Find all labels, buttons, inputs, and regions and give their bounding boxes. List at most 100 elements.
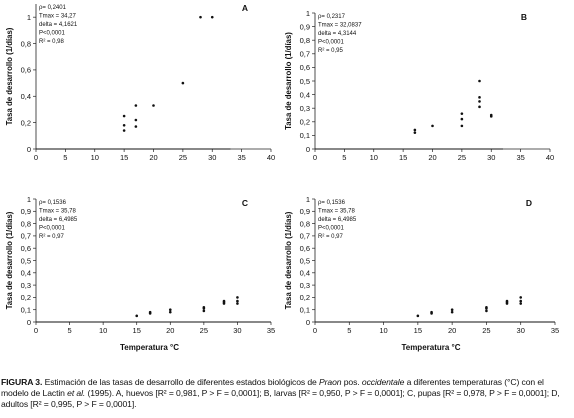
data-point bbox=[430, 310, 433, 314]
x-tick-label: 30 bbox=[517, 326, 525, 335]
y-axis-title: Tasa de desarrollo (1/días) bbox=[5, 27, 14, 125]
y-tick-label: 0,4 bbox=[21, 269, 31, 278]
panel-letter: D bbox=[526, 198, 532, 208]
y-axis-title: Tasa de desarrollo (1/días) bbox=[284, 32, 293, 130]
caption-label: FIGURA 3. bbox=[1, 377, 43, 387]
x-tick-label: 30 bbox=[233, 326, 241, 335]
data-point bbox=[519, 302, 523, 305]
caption-species-2: occidentale bbox=[361, 377, 405, 387]
data-point bbox=[460, 112, 464, 115]
param-text: Tmax = 34,27 bbox=[39, 14, 77, 20]
x-tick-label: 35 bbox=[237, 153, 245, 162]
x-tick-label: 25 bbox=[458, 153, 466, 162]
param-text: delta = 6,4985 bbox=[318, 217, 357, 223]
data-point bbox=[199, 15, 202, 19]
y-tick-label: 1 bbox=[306, 9, 310, 18]
y-tick-label: 0,8 bbox=[300, 219, 310, 228]
param-text: R² = 0,98 bbox=[39, 39, 65, 45]
param-text: delta = 6,4985 bbox=[39, 217, 78, 223]
caption-etal: et al. bbox=[67, 388, 86, 398]
x-tick-label: 35 bbox=[551, 326, 559, 335]
data-point bbox=[134, 118, 138, 122]
x-tick-label: 0 bbox=[313, 326, 317, 335]
data-point bbox=[460, 117, 464, 121]
panel-c: 00,10,20,30,40,50,60,70,80,910 5 10 15 20 25 3… bbox=[5, 195, 275, 352]
data-point bbox=[236, 299, 239, 303]
y-tick-label: 0,2 bbox=[300, 293, 310, 302]
y-tick-label: 0,2 bbox=[21, 293, 31, 302]
y-tick-label: 0,4 bbox=[300, 269, 310, 278]
data-point bbox=[236, 296, 239, 299]
y-tick-label: 0,9 bbox=[21, 207, 31, 216]
param-text: P<0,0001 bbox=[39, 226, 66, 232]
data-point bbox=[413, 131, 417, 134]
y-tick-label: 0,6 bbox=[300, 63, 310, 72]
y-tick-label: 0,7 bbox=[300, 232, 310, 241]
x-tick-label: 35 bbox=[267, 326, 275, 335]
x-tick-label: 20 bbox=[166, 326, 174, 335]
param-text: R² = 0,97 bbox=[39, 234, 65, 240]
y-tick-label: 0,6 bbox=[21, 66, 31, 75]
data-point bbox=[168, 310, 172, 314]
y-tick-label: 0,5 bbox=[300, 77, 310, 86]
y-tick-label: 0,8 bbox=[300, 36, 310, 45]
caption-text-4: (1995). A, huevos [R² = 0,981, P > F = 0… bbox=[1, 388, 560, 409]
y-tick-label: 0,7 bbox=[21, 232, 31, 241]
x-tick-label: 25 bbox=[200, 326, 208, 335]
data-point bbox=[181, 81, 185, 85]
panel-letter: C bbox=[242, 198, 248, 208]
x-axis-title: Temperatura °C bbox=[120, 343, 179, 352]
data-point bbox=[413, 128, 417, 132]
data-point bbox=[489, 113, 493, 117]
y-axis-title: Tasa de desarrollo (1/días) bbox=[5, 211, 14, 309]
x-tick-label: 5 bbox=[342, 153, 346, 162]
param-text: Tmax = 35,78 bbox=[318, 209, 356, 215]
x-tick-label: 5 bbox=[67, 326, 71, 335]
param-text: ρ= 0,2317 bbox=[318, 14, 346, 20]
panel-d: 00,10,20,30,40,50,60,70,80,910 5 10 15 20 25 3… bbox=[284, 195, 559, 352]
x-tick-label: 20 bbox=[448, 326, 456, 335]
caption-text-1: Estimación de las tasas de desarrollo de… bbox=[42, 377, 320, 387]
data-point bbox=[202, 309, 206, 313]
y-tick-label: 0,8 bbox=[21, 219, 31, 228]
y-tick-label: 0,6 bbox=[21, 244, 31, 253]
x-tick-label: 30 bbox=[487, 153, 495, 162]
data-point bbox=[122, 114, 126, 118]
param-text: P<0,0001 bbox=[39, 31, 66, 37]
y-tick-label: 0,3 bbox=[21, 281, 31, 290]
x-tick-label: 0 bbox=[34, 153, 38, 162]
data-point bbox=[505, 299, 509, 303]
x-tick-label: 40 bbox=[267, 153, 275, 162]
data-point bbox=[168, 308, 172, 312]
caption-text-3: a diferentes temperaturas (°C) con el mo… bbox=[1, 377, 544, 398]
param-text: R² = 0,95 bbox=[318, 48, 344, 54]
x-axis-title: Temperatura °C bbox=[401, 343, 460, 352]
param-text: R² = 0,97 bbox=[318, 234, 344, 240]
y-tick-label: 0,2 bbox=[300, 118, 310, 127]
y-tick-label: 0,2 bbox=[21, 118, 31, 127]
data-point bbox=[478, 100, 481, 103]
x-tick-label: 30 bbox=[208, 153, 216, 162]
data-point bbox=[122, 123, 126, 127]
param-text: Tmax = 35,78 bbox=[39, 209, 77, 215]
x-tick-label: 10 bbox=[379, 326, 387, 335]
x-tick-label: 0 bbox=[34, 326, 38, 335]
panel-b: 00,10,20,30,40,50,60,70,80,910 5 10 15 20 25 3… bbox=[284, 9, 554, 162]
y-tick-label: 0,1 bbox=[21, 306, 31, 315]
data-point bbox=[450, 310, 454, 314]
x-tick-label: 15 bbox=[414, 326, 422, 335]
caption-species: Praon bbox=[319, 377, 342, 387]
param-text: ρ= 0,2401 bbox=[39, 5, 67, 11]
y-tick-label: 0,4 bbox=[21, 92, 31, 101]
y-tick-label: 1 bbox=[27, 195, 31, 204]
x-tick-label: 10 bbox=[99, 326, 107, 335]
data-point bbox=[134, 104, 138, 107]
param-text: delta = 4,1621 bbox=[39, 22, 78, 28]
param-text: P<0,0001 bbox=[318, 226, 345, 232]
x-tick-label: 25 bbox=[179, 153, 187, 162]
x-tick-label: 10 bbox=[370, 153, 378, 162]
y-tick-label: 0 bbox=[27, 318, 31, 327]
x-tick-label: 25 bbox=[482, 326, 490, 335]
y-tick-label: 0 bbox=[306, 318, 310, 327]
data-point bbox=[485, 305, 488, 309]
